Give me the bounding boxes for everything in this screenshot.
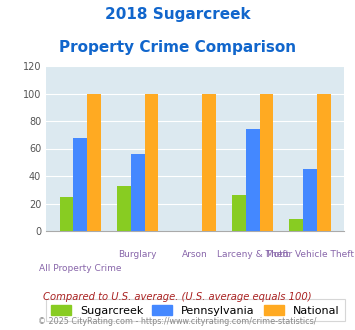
Text: © 2025 CityRating.com - https://www.cityrating.com/crime-statistics/: © 2025 CityRating.com - https://www.city… [38,317,317,326]
Bar [260,93,273,231]
Bar [317,93,331,231]
Bar [303,169,317,231]
Bar [246,129,260,231]
Bar [131,154,145,231]
Text: Motor Vehicle Theft: Motor Vehicle Theft [266,250,354,259]
Bar [289,218,303,231]
Text: Compared to U.S. average. (U.S. average equals 100): Compared to U.S. average. (U.S. average … [43,292,312,302]
Text: Arson: Arson [182,250,208,259]
Text: Burglary: Burglary [119,250,157,259]
Bar [87,93,101,231]
Text: 2018 Sugarcreek: 2018 Sugarcreek [105,7,250,21]
Text: All Property Crime: All Property Crime [39,264,122,273]
Bar [202,93,216,231]
Bar [117,185,131,231]
Legend: Sugarcreek, Pennsylvania, National: Sugarcreek, Pennsylvania, National [46,299,345,321]
Bar [145,93,158,231]
Bar [73,138,87,231]
Bar [232,195,246,231]
Bar [60,197,73,231]
Text: Property Crime Comparison: Property Crime Comparison [59,40,296,54]
Text: Larceny & Theft: Larceny & Theft [217,250,289,259]
